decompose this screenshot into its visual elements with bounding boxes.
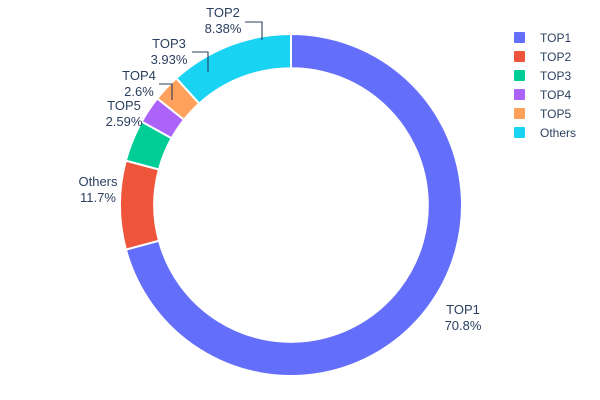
slice-label-others-name: Others bbox=[78, 174, 118, 189]
legend-item-label: Others bbox=[540, 125, 577, 140]
slice-label-top1-name: TOP1 bbox=[446, 302, 480, 317]
legend: TOP1 TOP2 TOP3 TOP4 TOP5 Others bbox=[514, 28, 600, 142]
slice-labels-group: TOP2 8.38% TOP3 3.93% TOP4 2.6% TOP5 2.5… bbox=[78, 5, 481, 333]
slice-label-top2-percent: 8.38% bbox=[205, 21, 242, 36]
legend-item-top4[interactable]: TOP4 bbox=[514, 85, 600, 104]
leader-line-top4 bbox=[159, 83, 173, 100]
pie-slice-top1[interactable] bbox=[124, 32, 463, 377]
leader-line-top2 bbox=[245, 21, 263, 40]
legend-swatch-icon bbox=[514, 32, 525, 43]
leader-lines-group bbox=[159, 21, 263, 100]
slice-label-top5-name: TOP5 bbox=[107, 98, 141, 113]
legend-item-others[interactable]: Others bbox=[514, 123, 600, 142]
legend-swatch-icon bbox=[514, 89, 525, 100]
legend-item-label: TOP2 bbox=[540, 49, 572, 64]
legend-item-top3[interactable]: TOP3 bbox=[514, 66, 600, 85]
slice-label-top4-percent: 2.6% bbox=[124, 84, 154, 99]
legend-item-label: TOP1 bbox=[540, 30, 572, 45]
pie-slices-group bbox=[119, 32, 463, 377]
legend-swatch-icon bbox=[514, 108, 525, 119]
legend-item-label: TOP4 bbox=[540, 87, 572, 102]
pie-slice-top2[interactable] bbox=[119, 159, 161, 251]
legend-item-top5[interactable]: TOP5 bbox=[514, 104, 600, 123]
legend-item-top1[interactable]: TOP1 bbox=[514, 28, 600, 47]
legend-item-label: TOP3 bbox=[540, 68, 572, 83]
slice-label-top3-percent: 3.93% bbox=[151, 52, 188, 67]
slice-label-top4-name: TOP4 bbox=[122, 68, 156, 83]
slice-label-top3-name: TOP3 bbox=[152, 36, 186, 51]
slice-label-top5-percent: 2.59% bbox=[106, 114, 143, 129]
legend-item-top2[interactable]: TOP2 bbox=[514, 47, 600, 66]
legend-swatch-icon bbox=[514, 127, 525, 138]
slice-label-top1-percent: 70.8% bbox=[445, 318, 482, 333]
pie-slice-others[interactable] bbox=[174, 32, 292, 105]
slice-label-others-percent: 11.7% bbox=[80, 190, 116, 205]
leader-line-top3 bbox=[192, 51, 209, 72]
legend-swatch-icon bbox=[514, 51, 525, 62]
legend-item-label: TOP5 bbox=[540, 106, 572, 121]
slice-label-top2-name: TOP2 bbox=[206, 5, 240, 20]
legend-swatch-icon bbox=[514, 70, 525, 81]
